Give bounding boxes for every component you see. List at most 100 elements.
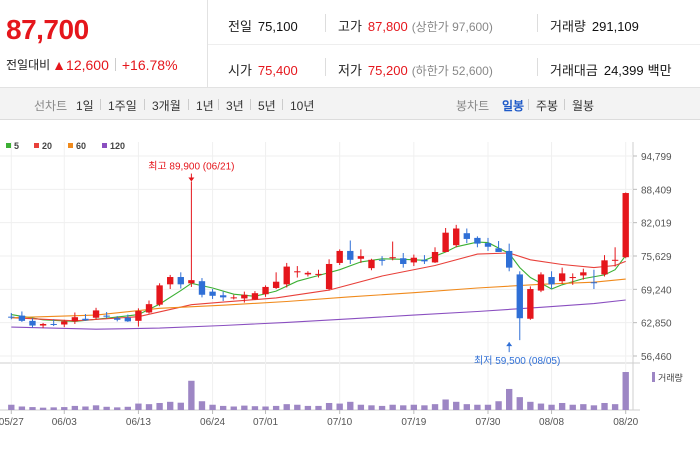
- chart-toolbar: 선차트 1일 1주일 3개월 1년 3년 5년 10년 봉차트 일봉 주봉 월봉: [0, 88, 700, 120]
- volume-bar: [484, 404, 492, 410]
- candle-body: [431, 251, 439, 263]
- volume-bar: [262, 406, 269, 410]
- stock-chart-area: 94,799 88,409 82,019 75,629 69,240 62,850 56,4…: [0, 120, 700, 450]
- line-chart-label: 선차트: [34, 99, 68, 113]
- candle-body: [548, 277, 555, 285]
- candle-body: [357, 256, 365, 259]
- x-tick-label: 05/27: [0, 417, 24, 428]
- x-tick-label: 06/13: [126, 417, 151, 428]
- volume-bar: [378, 405, 386, 410]
- period-3y-button[interactable]: 3년: [226, 99, 244, 113]
- candle-body: [336, 250, 343, 263]
- amount-cell: 거래대금 24,399 백만: [550, 60, 672, 79]
- amount-label: 거래대금: [550, 63, 598, 78]
- volume-bar: [8, 404, 15, 410]
- price-summary: 87,700 전일대비 ▲ 12,600 +16.78%: [0, 0, 208, 88]
- quote-header: 87,700 전일대비 ▲ 12,600 +16.78% 전일 75,100 고…: [0, 0, 700, 88]
- candle-body: [421, 259, 428, 262]
- period-1y-button[interactable]: 1년: [196, 99, 214, 113]
- divider: [208, 44, 700, 45]
- period-1w-button[interactable]: 1주일: [108, 99, 137, 113]
- volume-legend-swatch: [652, 372, 655, 382]
- x-tick-label: 06/24: [200, 417, 225, 428]
- volume-bar: [506, 388, 513, 410]
- candle-body: [230, 297, 237, 299]
- candle-body: [103, 315, 110, 317]
- volume-bar: [241, 405, 248, 410]
- volume-bar: [527, 401, 534, 410]
- candle-body: [463, 233, 470, 239]
- x-tick-label: 06/03: [52, 417, 77, 428]
- candle-body: [580, 272, 587, 276]
- volume-bar: [474, 404, 481, 410]
- volume-bar: [71, 405, 79, 410]
- volume-bar: [336, 403, 343, 410]
- candle-body: [484, 243, 492, 247]
- candle-body: [442, 232, 449, 252]
- change-label: 전일대비: [6, 58, 51, 72]
- volume-bar: [463, 404, 470, 410]
- candle-body: [537, 274, 545, 291]
- legend-label-120: 120: [110, 141, 125, 151]
- volume-bar: [283, 404, 290, 410]
- volume-bar: [431, 404, 439, 410]
- candle-body: [219, 295, 227, 298]
- period-3m-button[interactable]: 3개월: [152, 99, 181, 113]
- candle-weekly-button[interactable]: 주봉: [536, 99, 559, 113]
- lower-limit: (하한가 52,600): [411, 64, 493, 78]
- volume-bar: [29, 407, 36, 410]
- period-5y-button[interactable]: 5년: [258, 99, 276, 113]
- candle-body: [50, 323, 57, 325]
- y-tick-label: 88,409: [641, 185, 672, 196]
- amount-unit: 백만: [647, 63, 672, 78]
- volume-legend-label: 거래량: [658, 372, 683, 383]
- candle-body: [241, 294, 248, 299]
- divider: [528, 99, 529, 110]
- divider: [537, 58, 538, 76]
- volume-bar: [198, 401, 206, 410]
- divider: [100, 99, 101, 110]
- up-arrow-icon: ▲: [52, 56, 67, 73]
- volume-bar: [82, 406, 89, 410]
- candle-body: [601, 260, 608, 275]
- candle-monthly-button[interactable]: 월봉: [572, 99, 595, 113]
- candle-body: [283, 266, 290, 285]
- volume-bar: [188, 380, 195, 410]
- ma-line-120: [11, 299, 626, 330]
- divider: [218, 99, 219, 110]
- volume-bar: [294, 404, 301, 410]
- divider: [144, 99, 145, 110]
- volume-bar: [103, 406, 110, 410]
- candle-body: [167, 277, 174, 285]
- volume-bar: [304, 405, 312, 410]
- ma-line-20: [11, 252, 626, 322]
- volume-bar: [453, 401, 460, 410]
- volume-bar: [558, 402, 566, 410]
- period-1d-button[interactable]: 1일: [76, 99, 94, 113]
- amount-value: 24,399: [603, 63, 644, 78]
- y-tick-label: 94,799: [641, 152, 672, 163]
- volume-bar: [219, 405, 227, 410]
- open-value: 75,400: [257, 63, 298, 78]
- volume-bar: [622, 372, 629, 410]
- low-annotation: 최저 59,500 (08/05): [474, 355, 560, 367]
- candle-body: [590, 282, 598, 284]
- volume-bar: [580, 404, 587, 410]
- prev-close-label: 전일: [228, 19, 252, 34]
- y-tick-label: 69,240: [641, 285, 672, 296]
- volume-bar: [114, 407, 121, 410]
- period-10y-button[interactable]: 10년: [290, 99, 315, 113]
- candlestick-chart[interactable]: 94,799 88,409 82,019 75,629 69,240 62,850 56,4…: [0, 120, 700, 450]
- low-cell: 저가 75,200 (하한가 52,600): [338, 60, 493, 79]
- volume-bar: [537, 403, 545, 410]
- high-value: 87,800: [367, 19, 408, 34]
- change-amount: 12,600: [66, 56, 109, 73]
- candle-body: [611, 259, 619, 261]
- volume-bar: [272, 405, 280, 410]
- y-tick-label: 56,460: [641, 352, 672, 363]
- volume-bar: [389, 404, 396, 410]
- volume-bar: [601, 402, 608, 410]
- candle-body: [82, 318, 89, 321]
- candle-daily-button[interactable]: 일봉: [502, 99, 525, 113]
- x-tick-label: 07/10: [327, 417, 352, 428]
